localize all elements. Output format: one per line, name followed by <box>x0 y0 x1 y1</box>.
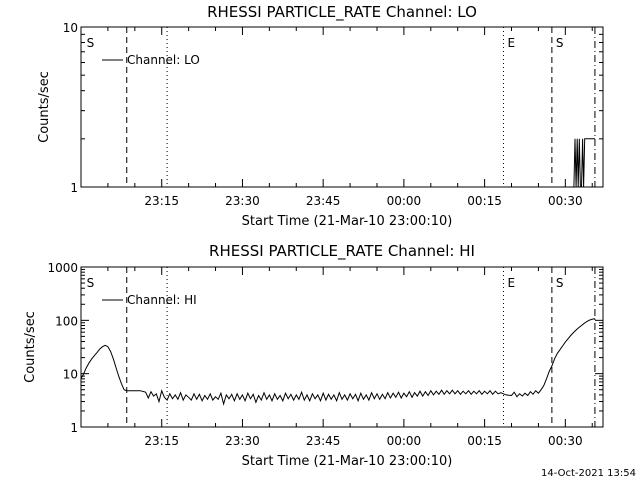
legend-label: Channel: LO <box>127 53 200 67</box>
x-tick-label: 23:15 <box>144 194 179 208</box>
y-tick-label: 10 <box>63 21 78 35</box>
chart-title: RHESSI PARTICLE_RATE Channel: HI <box>209 242 475 261</box>
x-tick-label: 00:00 <box>387 194 422 208</box>
x-tick-label: 00:30 <box>548 434 583 448</box>
x-tick-label: 23:30 <box>225 434 260 448</box>
x-tick-label: 23:45 <box>306 194 341 208</box>
plot-frame <box>80 266 604 428</box>
x-tick-label: 23:15 <box>144 434 179 448</box>
x-axis-label: Start Time (21-Mar-10 23:00:10) <box>242 454 453 469</box>
y-tick-label: 1 <box>70 421 78 435</box>
plot-frame <box>80 26 604 188</box>
x-tick-label: 00:15 <box>467 434 502 448</box>
y-axis-label: Counts/sec <box>37 71 52 143</box>
series-line-0 <box>573 138 595 188</box>
y-tick-label: 1 <box>70 181 78 195</box>
event-marker-label: E <box>507 36 515 50</box>
chart-panel-hi: RHESSI PARTICLE_RATE Channel: HI 1 10 100 10… <box>23 242 604 469</box>
y-tick-label: 100 <box>55 314 78 328</box>
event-marker-label: S <box>87 36 95 50</box>
y-axis-label: Counts/sec <box>23 311 38 383</box>
y-tick-label: 1000 <box>47 261 78 275</box>
event-marker-label: S <box>556 36 564 50</box>
x-tick-label: 00:15 <box>467 194 502 208</box>
chart-title: RHESSI PARTICLE_RATE Channel: LO <box>207 3 477 22</box>
event-marker-label: E <box>507 276 515 290</box>
chart-panel-lo: RHESSI PARTICLE_RATE Channel: LO 1 10 23:15… <box>37 3 604 229</box>
event-marker-label: S <box>87 276 95 290</box>
footer-timestamp: 14-Oct-2021 13:54 <box>541 468 636 479</box>
series-line-0 <box>80 318 596 406</box>
x-tick-label: 00:00 <box>387 434 422 448</box>
x-axis-label: Start Time (21-Mar-10 23:00:10) <box>242 214 453 229</box>
event-marker-label: S <box>556 276 564 290</box>
x-tick-label: 00:30 <box>548 194 583 208</box>
y-tick-label: 10 <box>63 368 78 382</box>
legend-label: Channel: HI <box>127 293 197 307</box>
x-tick-label: 23:45 <box>306 434 341 448</box>
x-tick-label: 23:30 <box>225 194 260 208</box>
